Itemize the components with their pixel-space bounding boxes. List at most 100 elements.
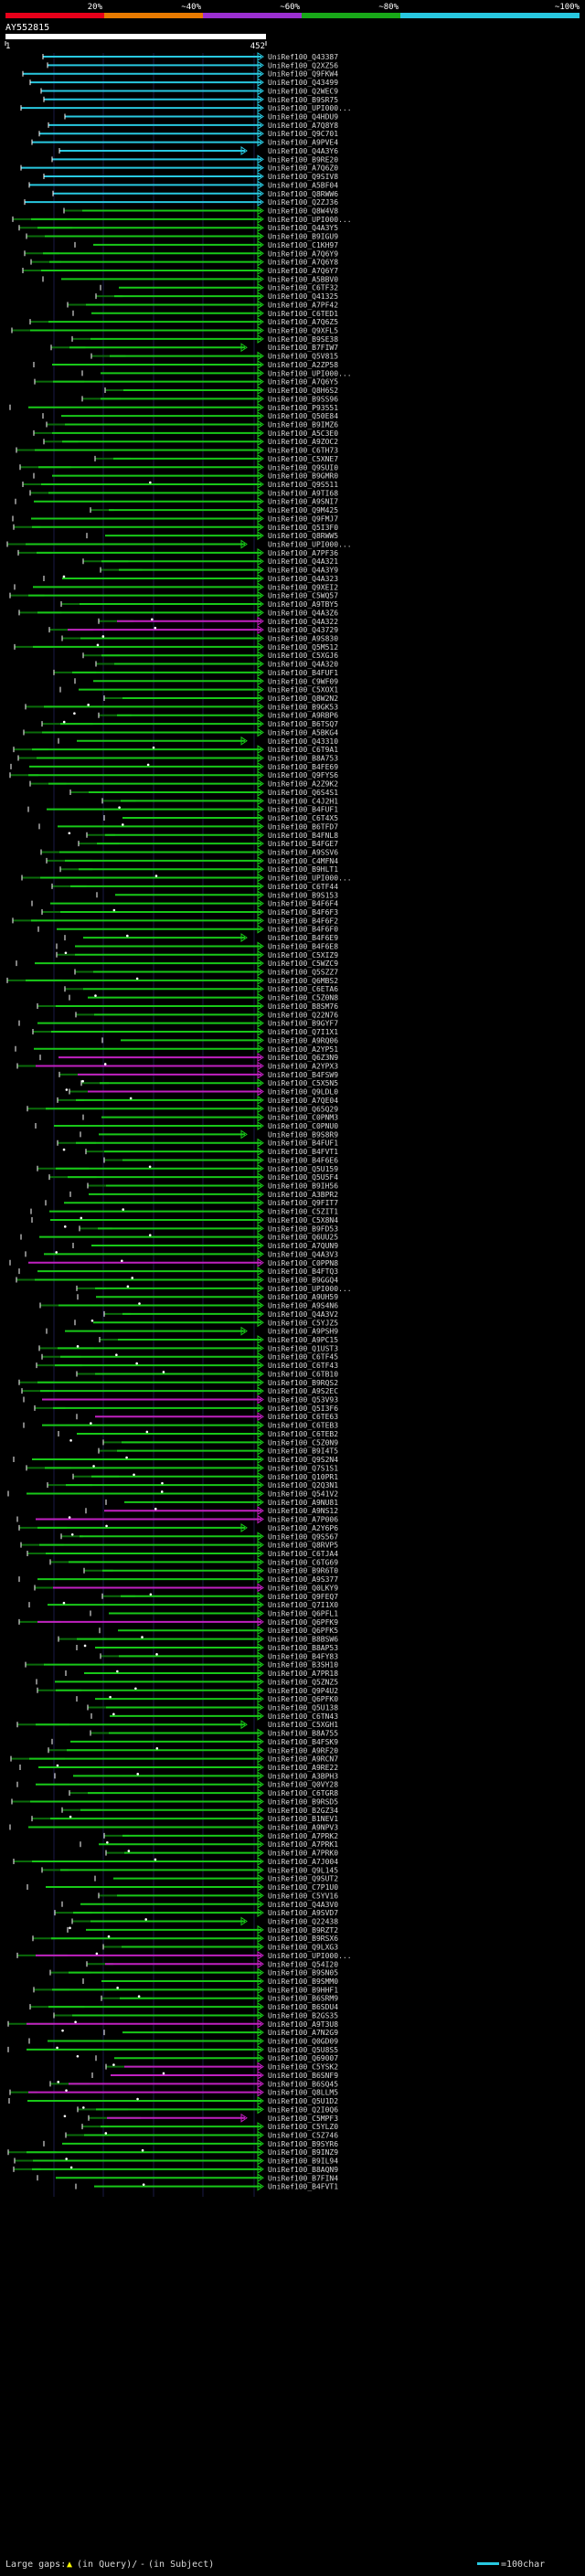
hit-row[interactable]: UniRef100_Q4A320: [95, 659, 338, 669]
hit-row[interactable]: UniRef100_Q7S1S1: [26, 1463, 338, 1472]
hit-row[interactable]: UniRef100_B8A753: [17, 753, 338, 763]
hit-row[interactable]: UniRef100_B8AP53: [76, 1643, 338, 1652]
hit-row[interactable]: UniRef100_Q6PFK5: [99, 1626, 338, 1635]
hit-label[interactable]: UniRef100_A9SNI7: [268, 498, 338, 506]
hit-label[interactable]: UniRef100_A5BKG4: [268, 728, 338, 737]
hit-label[interactable]: UniRef100_C6TJA4: [268, 1550, 338, 1558]
hit-label[interactable]: UniRef100_UPI000...: [268, 541, 352, 549]
hit-row[interactable]: UniRef100_Q22N76: [75, 1010, 338, 1019]
hit-label[interactable]: UniRef100_Q4A3V2: [268, 1310, 338, 1319]
hit-row[interactable]: UniRef100_B9IH56: [87, 1181, 338, 1191]
hit-row[interactable]: UniRef100_B9RSD5: [11, 1797, 338, 1806]
hit-label[interactable]: UniRef100_Q10PR1: [268, 1473, 338, 1481]
hit-label[interactable]: UniRef100_Q9SIV8: [268, 173, 338, 181]
hit-row[interactable]: UniRef100_Q22438: [71, 1916, 338, 1925]
hit-row[interactable]: UniRef100_A2YPX3: [16, 1061, 338, 1070]
hit-label[interactable]: UniRef100_UPI000...: [268, 104, 352, 112]
hit-row[interactable]: UniRef100_A9PC15: [99, 1335, 338, 1344]
hit-row[interactable]: UniRef100_B4FSW9: [58, 1069, 338, 1079]
hit-row[interactable]: UniRef100_C6TN43: [90, 1711, 338, 1721]
hit-row[interactable]: UniRef100_Q9SUT2: [94, 1873, 338, 1883]
hit-label[interactable]: UniRef100_Q4A3V0: [268, 1901, 338, 1909]
hit-row[interactable]: UniRef100_A3BPH3: [54, 1771, 338, 1780]
hit-row[interactable]: UniRef100_Q9FIT7: [45, 1198, 338, 1207]
hit-label[interactable]: UniRef100_C5XGJ6: [268, 652, 338, 660]
hit-label[interactable]: UniRef100_Q8RWW6: [268, 190, 338, 198]
hit-label[interactable]: UniRef100_Q8RWW5: [268, 532, 338, 540]
hit-row[interactable]: UniRef100_Q50E84: [42, 411, 338, 420]
hit-label[interactable]: UniRef100_B8A755: [268, 1730, 338, 1738]
hit-row[interactable]: UniRef100_Q43310: [58, 736, 338, 746]
hit-label[interactable]: UniRef100_B9I4T5: [268, 1447, 338, 1456]
hit-label[interactable]: UniRef100_Q6PFK9: [268, 1618, 338, 1627]
hit-label[interactable]: UniRef100_A9NU81: [268, 1499, 338, 1507]
hit-row[interactable]: UniRef100_B3SH10: [25, 1659, 338, 1670]
hit-row[interactable]: UniRef100_UPI000...: [12, 214, 352, 224]
hit-label[interactable]: UniRef100_A7J004: [268, 1858, 338, 1866]
hit-label[interactable]: UniRef100_A5BBV0: [268, 275, 338, 283]
hit-label[interactable]: UniRef100_Q4HDU9: [268, 113, 338, 122]
hit-label[interactable]: UniRef100_Q9FMJ7: [268, 514, 338, 523]
hit-label[interactable]: UniRef100_Q4A3Y6: [268, 147, 338, 155]
hit-label[interactable]: UniRef100_B8BSW6: [268, 1636, 338, 1644]
hit-row[interactable]: UniRef100_B9FD53: [63, 1224, 338, 1233]
hit-row[interactable]: UniRef100_B6TFD7: [38, 822, 338, 831]
hit-label[interactable]: UniRef100_Q9L145: [268, 1866, 338, 1874]
hit-row[interactable]: UniRef100_A5BBV0: [42, 274, 338, 283]
hit-row[interactable]: UniRef100_C5Z746: [65, 2130, 338, 2139]
hit-row[interactable]: UniRef100_A7Q6Y7: [22, 266, 338, 275]
hit-label[interactable]: UniRef100_B4F6E9: [268, 934, 338, 942]
hit-row[interactable]: UniRef100_B9RZT2: [67, 1924, 338, 1935]
hit-row[interactable]: UniRef100_A9UH59: [77, 1292, 338, 1301]
hit-row[interactable]: UniRef100_Q7I1X0: [28, 1600, 338, 1609]
hit-label[interactable]: UniRef100_C6TED1: [268, 310, 338, 318]
hit-label[interactable]: UniRef100_C5Z0N8: [268, 994, 338, 1002]
hit-label[interactable]: UniRef100_Q9P4U2: [268, 1687, 338, 1695]
hit-label[interactable]: UniRef100_B4FY83: [268, 1652, 338, 1660]
hit-row[interactable]: UniRef100_Q43387: [42, 52, 338, 61]
hit-row[interactable]: UniRef100_Q9LXG3: [102, 1942, 338, 1952]
hit-label[interactable]: UniRef100_C6TF45: [268, 1353, 338, 1362]
hit-row[interactable]: UniRef100_A2Z9K2: [29, 779, 338, 789]
hit-label[interactable]: UniRef100_Q7S1S1: [268, 1464, 338, 1472]
hit-label[interactable]: UniRef100_B9IMZ6: [268, 420, 338, 429]
hit-label[interactable]: UniRef100_B9INZ9: [268, 2148, 338, 2157]
hit-label[interactable]: UniRef100_A9NS12: [268, 1507, 338, 1515]
hit-row[interactable]: UniRef100_C9WF09: [74, 676, 338, 685]
hit-row[interactable]: UniRef100_Q4A323: [43, 574, 338, 583]
hit-row[interactable]: UniRef100_A7Q6Y9: [24, 249, 338, 258]
hit-row[interactable]: UniRef100_A7QE04: [57, 1095, 338, 1105]
hit-row[interactable]: UniRef100_UPI000...: [21, 873, 352, 883]
hit-row[interactable]: UniRef100_Q10PR1: [72, 1471, 338, 1481]
hit-label[interactable]: UniRef100_A9PC15: [268, 1336, 338, 1344]
hit-label[interactable]: UniRef100_A2YPX3: [268, 1062, 338, 1070]
hit-label[interactable]: UniRef100_Q5I3F0: [268, 524, 338, 532]
hit-label[interactable]: UniRef100_B6SRM9: [268, 1995, 338, 2003]
hit-label[interactable]: UniRef100_B4FE69: [268, 763, 338, 771]
hit-label[interactable]: UniRef100_A7QUN9: [268, 1242, 338, 1250]
hit-label[interactable]: UniRef100_C5Z746: [268, 2131, 338, 2139]
hit-label[interactable]: UniRef100_B9HLT1: [268, 865, 338, 874]
hit-label[interactable]: UniRef100_A9SVD7: [268, 1909, 338, 1917]
hit-row[interactable]: UniRef100_C0PPN8: [9, 1257, 338, 1267]
hit-row[interactable]: UniRef100_C6TB10: [76, 1369, 338, 1378]
hit-label[interactable]: UniRef100_Q4A3Y5: [268, 224, 338, 232]
hit-label[interactable]: UniRef100_Q2ZJ36: [268, 198, 338, 207]
hit-row[interactable]: UniRef100_P93551: [9, 402, 338, 412]
hit-row[interactable]: UniRef100_C6TE63: [76, 1412, 338, 1421]
hit-label[interactable]: UniRef100_B8SM76: [268, 1002, 338, 1011]
hit-label[interactable]: UniRef100_B9IGU9: [268, 233, 338, 241]
hit-row[interactable]: UniRef100_Q8LLM5: [9, 2087, 338, 2097]
hit-label[interactable]: UniRef100_C5XOX1: [268, 686, 338, 694]
hit-label[interactable]: UniRef100_Q7I1X1: [268, 1028, 338, 1036]
hit-row[interactable]: UniRef100_C5WQ57: [9, 590, 338, 600]
hit-row[interactable]: UniRef100_Q43499: [29, 78, 338, 87]
hit-label[interactable]: UniRef100_B6SDU4: [268, 2003, 338, 2011]
hit-row[interactable]: UniRef100_A7PRK0: [105, 1848, 338, 1858]
hit-row[interactable]: UniRef100_A7Q6Z5: [29, 317, 338, 326]
hit-row[interactable]: UniRef100_B4FNL8: [68, 830, 339, 840]
hit-row[interactable]: UniRef100_A7P006: [16, 1514, 338, 1524]
hit-label[interactable]: UniRef100_A7Q6Z0: [268, 164, 338, 173]
hit-row[interactable]: UniRef100_Q4HDU9: [64, 111, 338, 122]
hit-row[interactable]: UniRef100_Q4A322: [98, 616, 338, 626]
